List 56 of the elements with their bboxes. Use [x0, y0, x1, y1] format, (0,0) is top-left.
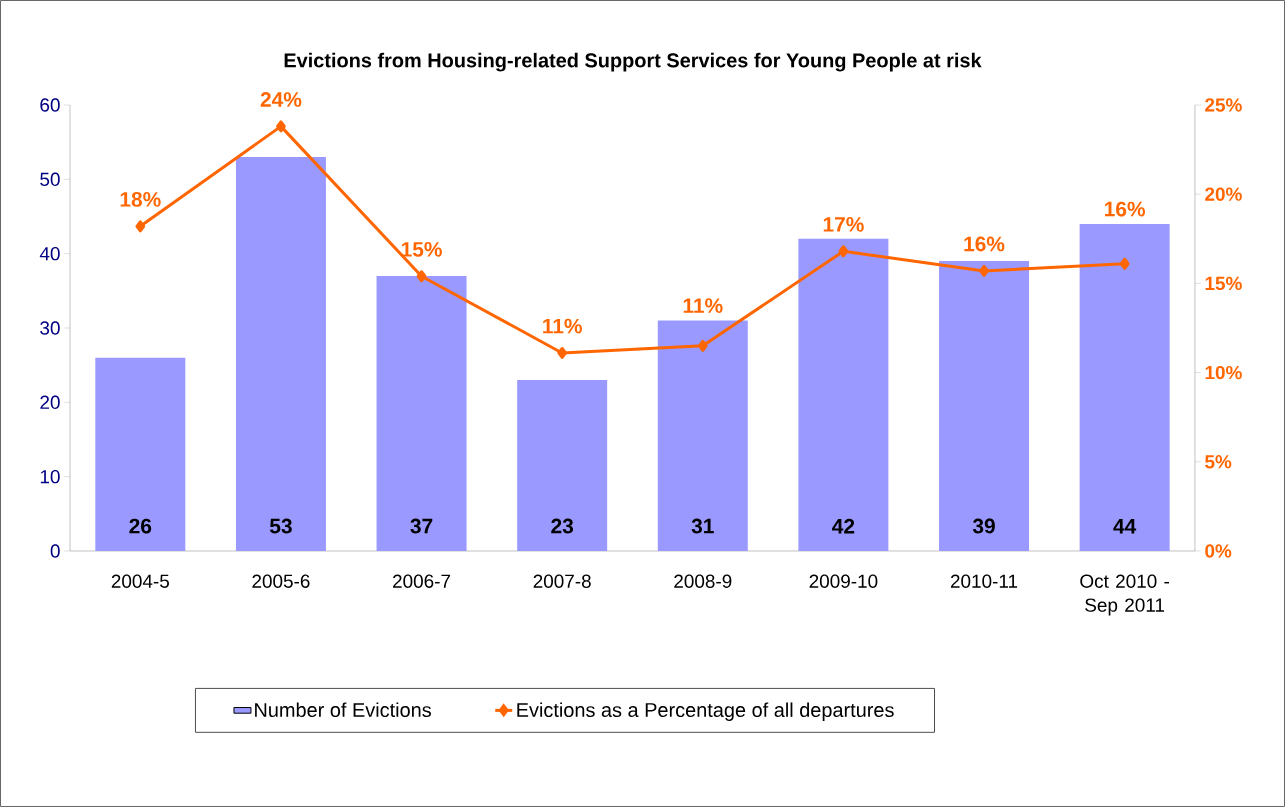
data-label: 11% — [543, 318, 582, 334]
point — [1119, 257, 1130, 270]
bar — [798, 238, 889, 551]
data-label: 15% — [401, 241, 442, 257]
point — [416, 270, 427, 283]
data-label: 18% — [120, 191, 161, 207]
x-tick-label: 2009-10 — [809, 574, 878, 588]
bar — [235, 157, 326, 551]
x-tick-label: 2008-9 — [674, 574, 732, 588]
bar — [95, 357, 186, 551]
x-tick-label: 2010-11 — [950, 574, 1018, 588]
y2-tick-label: 20% — [1205, 187, 1242, 201]
data-label: 37 — [410, 518, 433, 534]
point — [838, 245, 849, 258]
x-tick-label: Oct 2010 - Sep 2011 — [1080, 574, 1170, 616]
point — [135, 220, 146, 233]
x-tick-label: 2004-5 — [111, 574, 169, 588]
legend-label: Number of Evictions — [255, 702, 431, 718]
bar — [939, 261, 1030, 551]
x-tick-label: 2005-6 — [252, 574, 310, 588]
point — [979, 264, 989, 277]
chart-title: Evictions from Housing-related Support Services for Young People at risk — [284, 52, 982, 72]
bar — [657, 320, 748, 551]
y-tick-label: 40 — [39, 246, 60, 261]
bar — [517, 380, 608, 551]
data-label: 31 — [691, 518, 714, 534]
point — [697, 339, 708, 352]
data-label: 17% — [823, 217, 864, 232]
data-label: 44 — [1113, 519, 1137, 534]
data-label: 24% — [260, 92, 302, 107]
data-label: 11% — [683, 298, 723, 313]
point — [276, 120, 286, 133]
y-tick-label: 50 — [40, 172, 60, 187]
y-tick-label: 60 — [40, 98, 60, 112]
data-label: 23 — [551, 518, 574, 534]
data-label: 39 — [972, 518, 995, 534]
legend-label: Evictions as a Percentage of all departures — [517, 702, 894, 721]
y2-tick-label: 0% — [1205, 544, 1232, 558]
x-tick-label: 2007-8 — [533, 574, 591, 588]
y2-tick-label: 10% — [1205, 365, 1242, 380]
data-label: 16% — [1105, 201, 1146, 217]
y-tick-label: 0 — [50, 544, 60, 558]
data-label: 42 — [832, 518, 855, 534]
y-tick-label: 30 — [40, 321, 60, 335]
y-tick-label: 10 — [40, 469, 60, 484]
y2-tick-label: 5% — [1205, 455, 1232, 469]
y-tick-label: 20 — [40, 395, 60, 410]
data-label: 26 — [129, 518, 152, 534]
point — [557, 346, 568, 359]
data-label: 16% — [964, 236, 1005, 252]
y2-tick-label: 25% — [1205, 98, 1242, 112]
y2-tick-label: 15% — [1205, 276, 1242, 291]
x-tick-label: 2006-7 — [393, 574, 451, 588]
bar — [376, 275, 467, 551]
data-label: 53 — [269, 518, 292, 534]
bar — [1079, 223, 1170, 551]
